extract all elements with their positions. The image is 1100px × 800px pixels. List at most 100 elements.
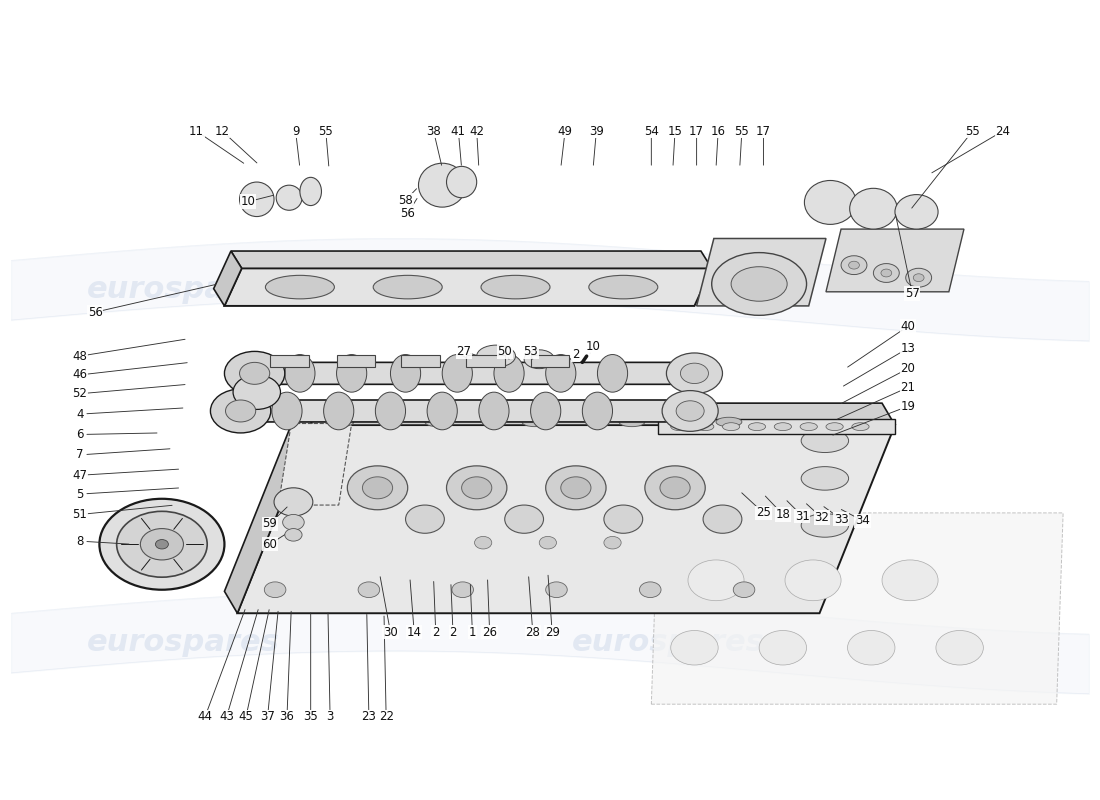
Text: 27: 27 bbox=[456, 345, 471, 358]
Ellipse shape bbox=[337, 354, 366, 392]
Ellipse shape bbox=[712, 253, 806, 315]
Text: 40: 40 bbox=[901, 320, 915, 333]
Circle shape bbox=[546, 466, 606, 510]
Text: 31: 31 bbox=[795, 510, 810, 522]
Ellipse shape bbox=[418, 163, 466, 207]
Text: 29: 29 bbox=[544, 626, 560, 638]
Polygon shape bbox=[402, 354, 440, 367]
Text: 2: 2 bbox=[432, 626, 440, 638]
Ellipse shape bbox=[801, 466, 848, 490]
Circle shape bbox=[283, 514, 305, 530]
Text: 55: 55 bbox=[318, 125, 333, 138]
Polygon shape bbox=[651, 513, 1063, 704]
Ellipse shape bbox=[546, 354, 576, 392]
Circle shape bbox=[155, 539, 168, 549]
Polygon shape bbox=[231, 251, 712, 268]
Circle shape bbox=[406, 505, 444, 534]
Text: 60: 60 bbox=[262, 538, 277, 550]
Ellipse shape bbox=[801, 514, 848, 538]
Ellipse shape bbox=[328, 418, 354, 426]
Ellipse shape bbox=[285, 354, 315, 392]
Text: 49: 49 bbox=[558, 125, 573, 138]
Ellipse shape bbox=[582, 392, 613, 430]
Circle shape bbox=[842, 256, 867, 274]
Polygon shape bbox=[224, 403, 312, 614]
Polygon shape bbox=[696, 238, 826, 306]
Circle shape bbox=[462, 477, 492, 498]
Circle shape bbox=[233, 375, 280, 410]
Circle shape bbox=[645, 466, 705, 510]
Ellipse shape bbox=[804, 181, 856, 224]
Ellipse shape bbox=[522, 418, 548, 426]
Text: 36: 36 bbox=[279, 710, 295, 723]
Text: 10: 10 bbox=[241, 195, 255, 208]
Text: 6: 6 bbox=[76, 428, 84, 441]
Text: 7: 7 bbox=[76, 448, 84, 462]
Polygon shape bbox=[826, 229, 964, 292]
Text: 11: 11 bbox=[189, 125, 204, 138]
Text: 17: 17 bbox=[689, 125, 704, 138]
Text: 21: 21 bbox=[901, 381, 915, 394]
Ellipse shape bbox=[716, 418, 741, 426]
Circle shape bbox=[913, 274, 924, 282]
Text: 35: 35 bbox=[304, 710, 318, 723]
Text: 26: 26 bbox=[482, 626, 497, 638]
Circle shape bbox=[274, 488, 312, 516]
Ellipse shape bbox=[774, 422, 792, 430]
Circle shape bbox=[452, 582, 473, 598]
Text: 2: 2 bbox=[572, 348, 580, 361]
Circle shape bbox=[604, 537, 622, 549]
Ellipse shape bbox=[895, 194, 938, 229]
Circle shape bbox=[546, 582, 568, 598]
Text: 56: 56 bbox=[400, 207, 415, 220]
Text: 42: 42 bbox=[470, 125, 484, 138]
Circle shape bbox=[539, 537, 557, 549]
Ellipse shape bbox=[801, 429, 848, 453]
Polygon shape bbox=[466, 354, 505, 367]
Ellipse shape bbox=[494, 354, 524, 392]
Ellipse shape bbox=[826, 422, 844, 430]
Text: 22: 22 bbox=[378, 710, 394, 723]
Text: 39: 39 bbox=[588, 125, 604, 138]
Ellipse shape bbox=[265, 275, 334, 299]
Ellipse shape bbox=[476, 345, 516, 367]
Ellipse shape bbox=[696, 422, 714, 430]
Circle shape bbox=[99, 498, 224, 590]
Circle shape bbox=[264, 582, 286, 598]
Circle shape bbox=[660, 477, 690, 498]
Text: 28: 28 bbox=[526, 626, 540, 638]
Polygon shape bbox=[256, 362, 701, 384]
Ellipse shape bbox=[272, 392, 302, 430]
Circle shape bbox=[359, 582, 380, 598]
Text: 41: 41 bbox=[451, 125, 466, 138]
Ellipse shape bbox=[849, 188, 898, 229]
Text: 32: 32 bbox=[814, 511, 829, 524]
Circle shape bbox=[362, 477, 393, 498]
Ellipse shape bbox=[478, 392, 509, 430]
Text: 34: 34 bbox=[855, 514, 870, 527]
Ellipse shape bbox=[390, 354, 420, 392]
Circle shape bbox=[734, 582, 755, 598]
Text: 19: 19 bbox=[901, 400, 915, 413]
Text: 58: 58 bbox=[398, 194, 412, 206]
Text: 2: 2 bbox=[449, 626, 456, 638]
Text: 12: 12 bbox=[214, 125, 230, 138]
Circle shape bbox=[667, 353, 723, 394]
Text: 55: 55 bbox=[965, 125, 980, 138]
Ellipse shape bbox=[588, 275, 658, 299]
Circle shape bbox=[936, 630, 983, 665]
Ellipse shape bbox=[723, 422, 739, 430]
Circle shape bbox=[882, 560, 938, 601]
Text: 44: 44 bbox=[198, 710, 212, 723]
Circle shape bbox=[141, 529, 184, 560]
Ellipse shape bbox=[732, 266, 788, 302]
Text: 48: 48 bbox=[73, 350, 87, 362]
Circle shape bbox=[604, 505, 642, 534]
Text: 9: 9 bbox=[292, 125, 299, 138]
Text: 53: 53 bbox=[524, 345, 538, 358]
Circle shape bbox=[505, 505, 543, 534]
Ellipse shape bbox=[300, 178, 321, 206]
Text: 23: 23 bbox=[362, 710, 376, 723]
Text: 1: 1 bbox=[469, 626, 476, 638]
Text: 8: 8 bbox=[76, 534, 84, 548]
